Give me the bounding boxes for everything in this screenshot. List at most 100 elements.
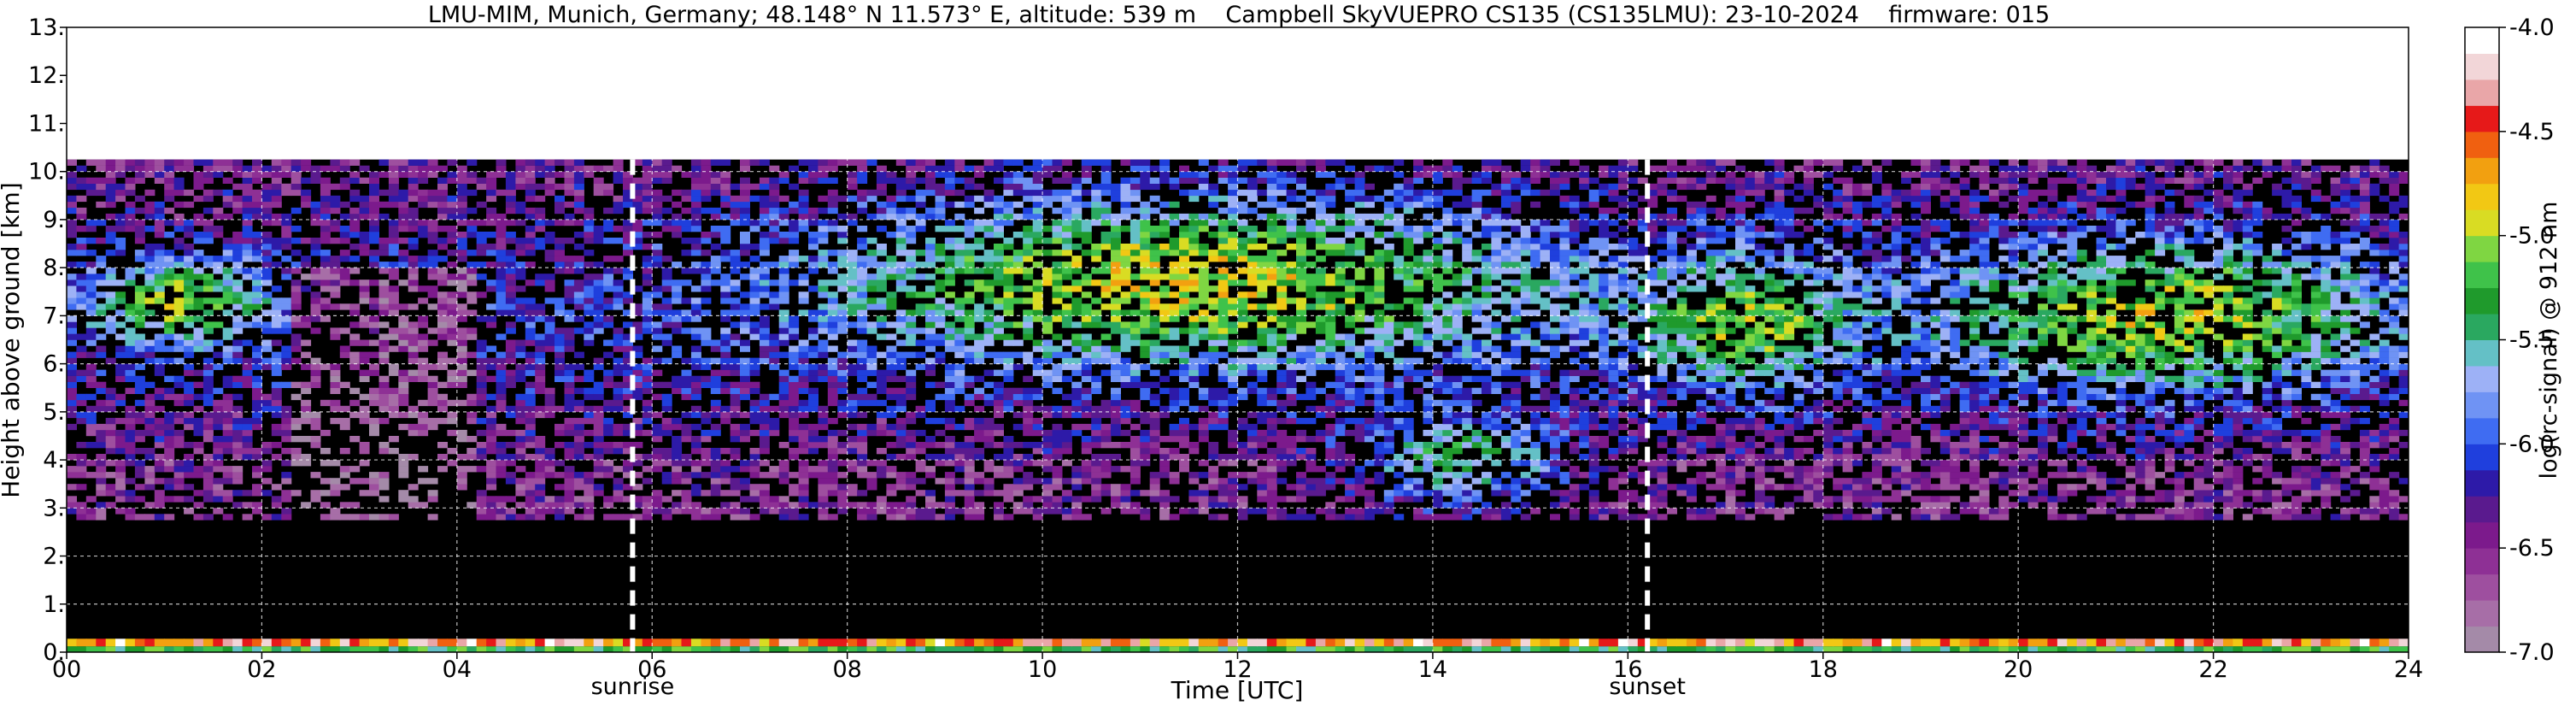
heatmap-cell	[935, 315, 946, 322]
heatmap-cell	[808, 448, 819, 455]
heatmap-cell	[535, 460, 546, 467]
heatmap-cell	[906, 472, 917, 479]
heatmap-cell	[730, 454, 741, 461]
heatmap-cell	[242, 442, 253, 449]
heatmap-cell	[486, 189, 497, 197]
heatmap-cell	[1296, 274, 1306, 280]
heatmap-cell	[564, 399, 575, 407]
heatmap-cell	[281, 165, 292, 172]
heatmap-cell	[847, 195, 858, 203]
heatmap-cell	[593, 417, 604, 425]
heatmap-cell	[369, 297, 379, 304]
heatmap-cell	[1218, 195, 1229, 203]
heatmap-cell	[1023, 496, 1034, 503]
heatmap-cell	[330, 219, 341, 227]
heatmap-cell	[690, 207, 701, 215]
heatmap-cell	[535, 207, 546, 215]
heatmap-cell	[456, 201, 467, 209]
heatmap-cell	[369, 321, 379, 328]
heatmap-cell	[1228, 189, 1239, 197]
heatmap-cell	[418, 399, 429, 407]
heatmap-cell	[144, 226, 155, 232]
heatmap-cell	[808, 442, 819, 449]
heatmap-cell	[252, 399, 262, 407]
heatmap-cell	[164, 454, 175, 461]
heatmap-cell	[242, 268, 253, 274]
heatmap-cell	[661, 297, 672, 304]
heatmap-cell	[652, 250, 663, 256]
heatmap-cell	[1296, 262, 1306, 268]
heatmap-cell	[388, 274, 399, 280]
heatmap-cell	[105, 189, 116, 197]
heatmap-cell	[623, 339, 633, 346]
heatmap-cell	[564, 297, 575, 304]
heatmap-cell	[398, 207, 409, 215]
heatmap-cell	[398, 423, 409, 431]
heatmap-cell	[115, 297, 126, 304]
heatmap-cell	[1023, 423, 1034, 431]
heatmap-cell	[115, 460, 126, 467]
heatmap-cell	[935, 226, 946, 232]
heatmap-cell	[1286, 375, 1297, 382]
heatmap-cell	[193, 490, 204, 497]
heatmap-cell	[954, 375, 965, 382]
heatmap-cell	[964, 381, 975, 388]
heatmap-cell	[749, 321, 760, 328]
heatmap-cell	[906, 177, 917, 184]
heatmap-cell	[466, 177, 478, 184]
heatmap-cell	[1140, 387, 1151, 394]
heatmap-cell	[125, 460, 136, 467]
heatmap-cell	[359, 490, 370, 497]
heatmap-cell	[1100, 183, 1112, 191]
heatmap-cell	[1218, 484, 1229, 491]
heatmap-cell	[535, 478, 546, 485]
heatmap-cell	[232, 201, 244, 209]
heatmap-cell	[232, 478, 244, 485]
heatmap-cell	[847, 183, 858, 191]
heatmap-cell	[1208, 201, 1219, 209]
heatmap-cell	[408, 219, 419, 227]
heatmap-cell	[623, 201, 633, 209]
heatmap-cell	[320, 201, 331, 209]
heatmap-cell	[505, 177, 516, 184]
heatmap-cell	[1315, 436, 1326, 443]
heatmap-cell	[925, 171, 936, 178]
heatmap-cell	[1188, 321, 1200, 328]
heatmap-cell	[398, 321, 409, 328]
heatmap-cell	[1247, 238, 1258, 244]
heatmap-cell	[740, 381, 750, 388]
heatmap-cell	[603, 381, 614, 388]
heatmap-cell	[1052, 177, 1063, 184]
heatmap-cell	[1159, 405, 1171, 413]
heatmap-cell	[252, 177, 262, 184]
heatmap-cell	[573, 195, 584, 203]
heatmap-cell	[661, 381, 672, 388]
heatmap-cell	[125, 387, 136, 394]
heatmap-cell	[730, 399, 741, 407]
heatmap-cell	[496, 351, 507, 358]
heatmap-cell	[642, 508, 653, 515]
heatmap-cell	[983, 232, 995, 238]
heatmap-cell	[427, 189, 438, 197]
heatmap-cell	[1120, 256, 1131, 262]
heatmap-cell	[1237, 238, 1248, 244]
heatmap-cell	[886, 454, 897, 461]
heatmap-cell	[935, 268, 946, 274]
heatmap-cell	[818, 460, 829, 467]
heatmap-cell	[134, 309, 145, 316]
heatmap-cell	[974, 448, 985, 455]
heatmap-cell	[76, 508, 87, 515]
heatmap-cell	[242, 436, 253, 443]
heatmap-cell	[378, 201, 390, 209]
heatmap-cell	[408, 238, 419, 244]
heatmap-cell	[447, 297, 458, 304]
heatmap-cell	[1111, 345, 1121, 352]
heatmap-cell	[876, 279, 887, 286]
heatmap-cell	[681, 381, 692, 388]
heatmap-cell	[456, 165, 467, 172]
heatmap-cell	[1266, 490, 1277, 497]
heatmap-cell	[690, 189, 701, 197]
heatmap-cell	[573, 387, 584, 394]
heatmap-cell	[1140, 351, 1151, 358]
heatmap-cell	[730, 423, 741, 431]
